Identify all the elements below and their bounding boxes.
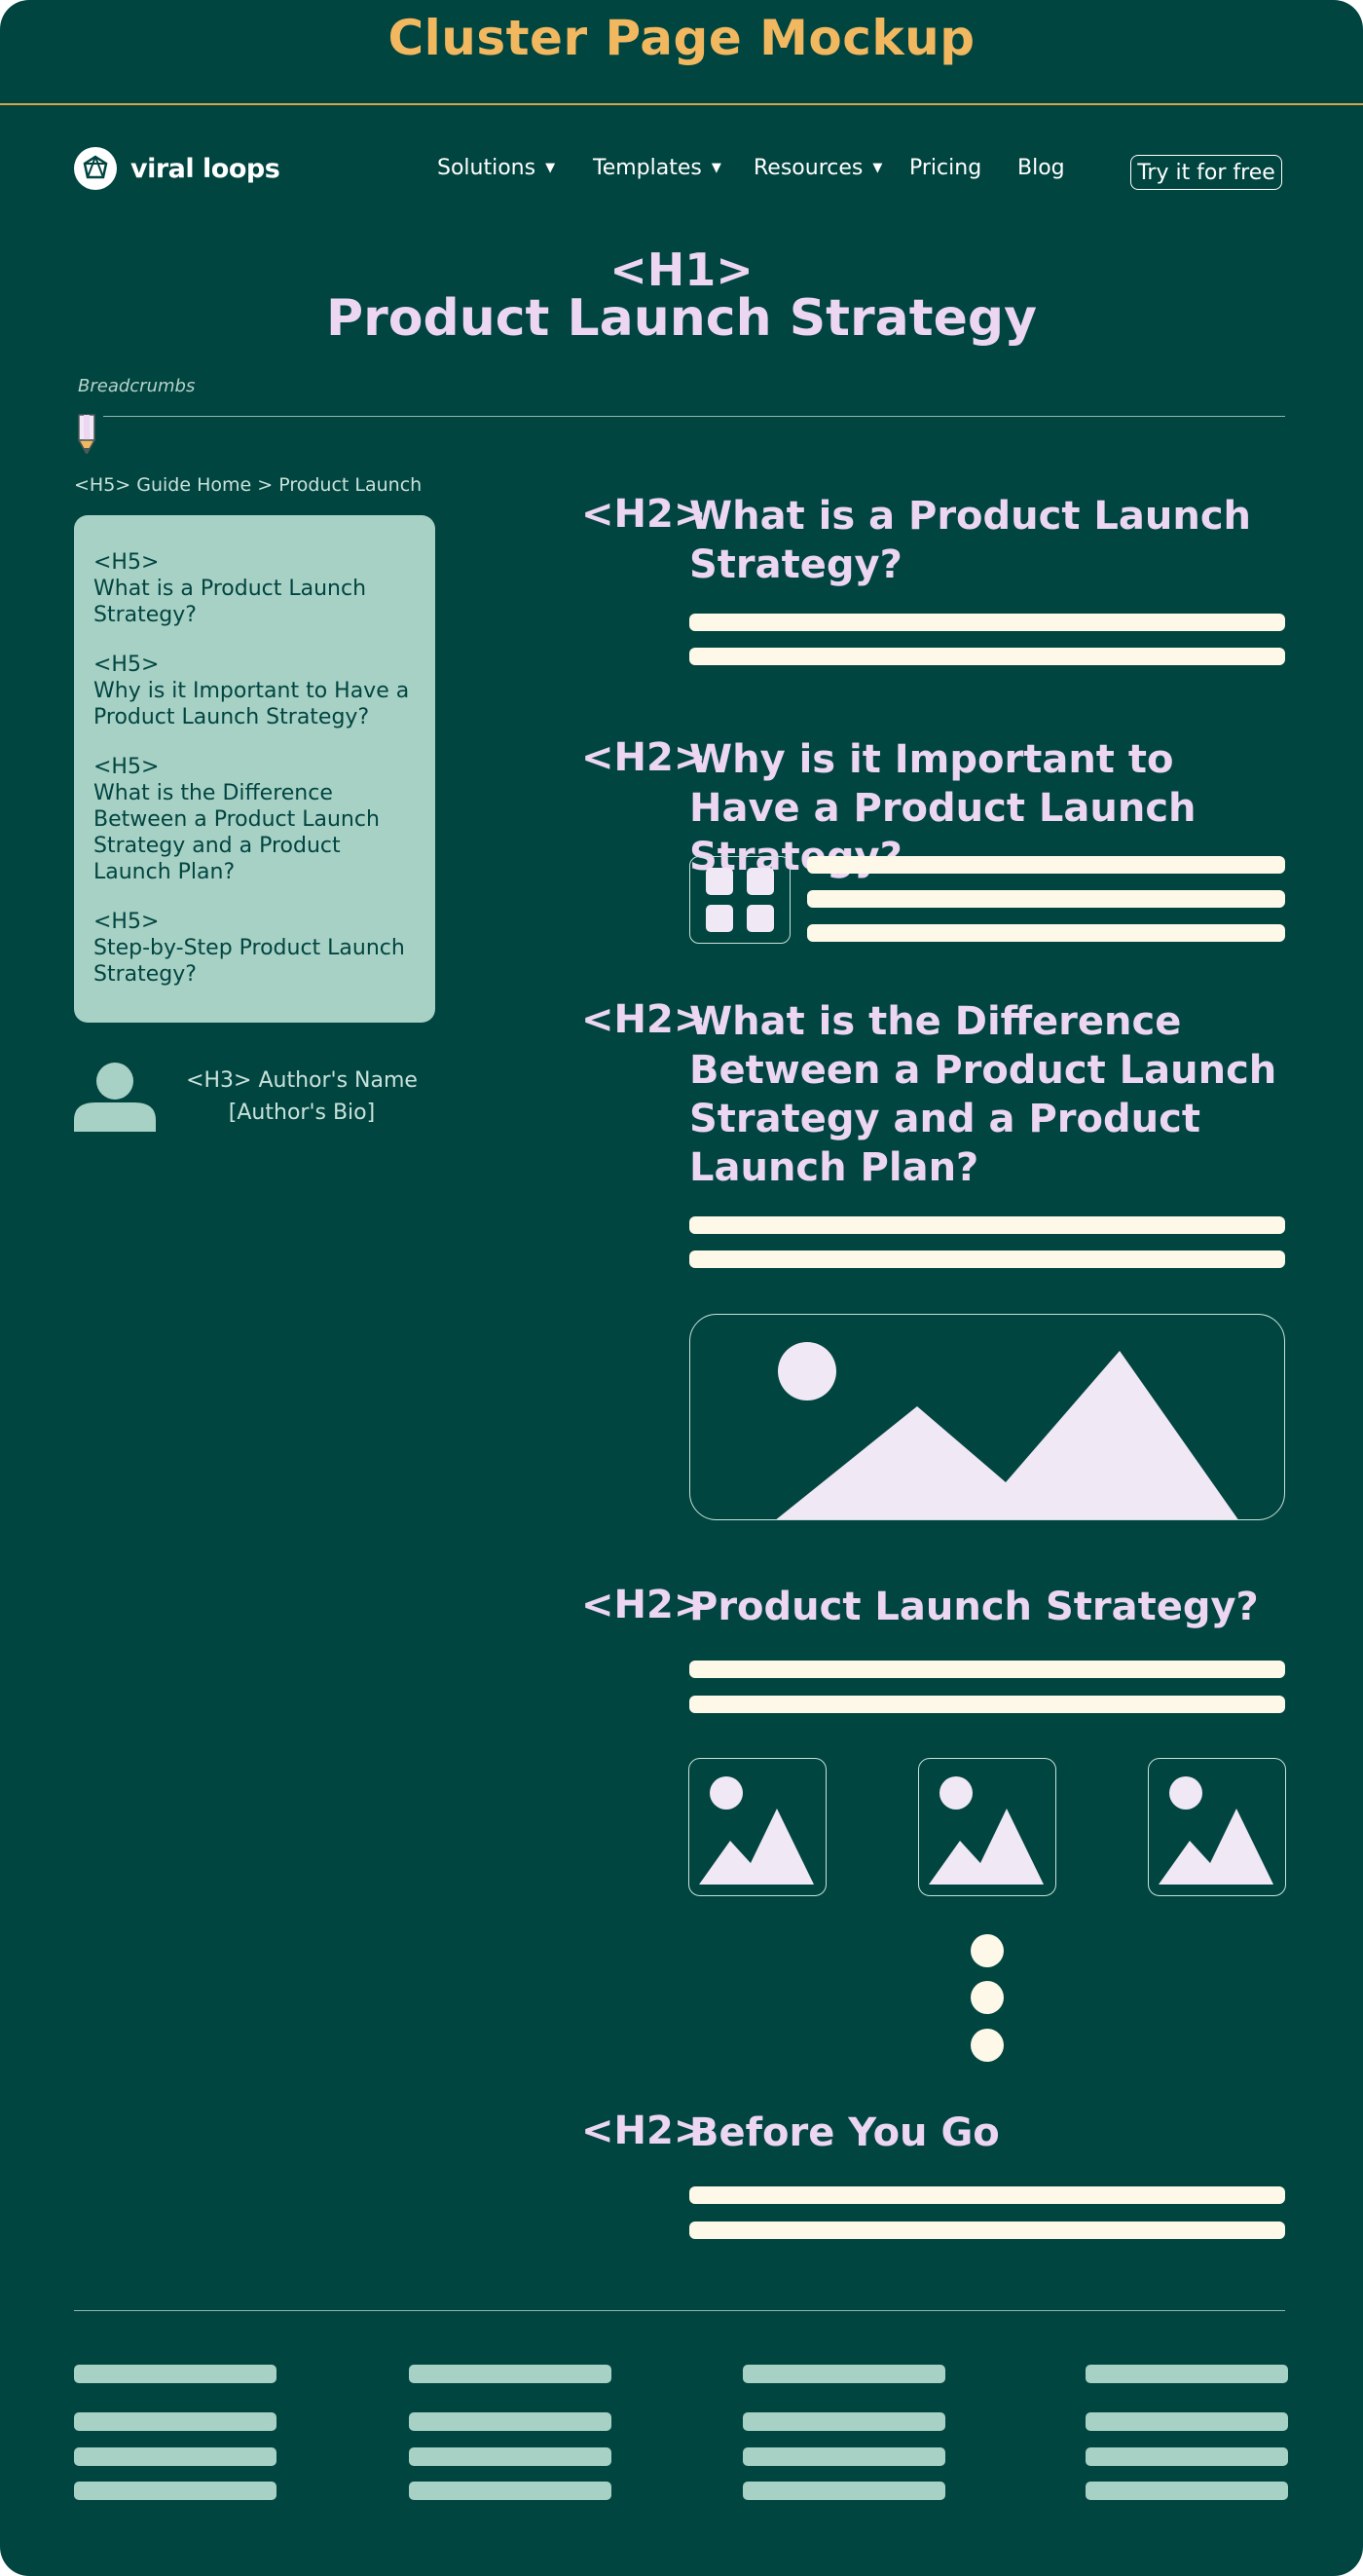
breadcrumb[interactable]: <H5> Guide Home > Product Launch [74,474,423,496]
text-placeholder [689,2186,1285,2204]
image-placeholder-icon [689,1314,1285,1520]
try-free-button[interactable]: Try it for free [1130,155,1282,190]
viral-loops-logo-icon [74,147,117,190]
toc-item-tag: <H5> [93,550,160,575]
section-heading: Before You Go [689,2110,1000,2155]
nav-label: Pricing [909,156,982,180]
h2-tag: <H2> [581,997,707,1042]
text-placeholder [689,2221,1285,2239]
text-placeholder [689,1216,1285,1234]
text-placeholder [807,890,1285,908]
image-placeholder-icon [918,1758,1056,1896]
section-heading: Product Launch Strategy? [689,1585,1259,1629]
footer-link-placeholder[interactable] [743,2412,945,2431]
author-bio: [Author's Bio] [228,1101,376,1125]
page-title: Product Launch Strategy [325,289,1037,348]
toc-item[interactable]: <H5> What is a Product Launch Strategy? [93,549,416,628]
grid-icon [689,856,791,944]
nav-label: Solutions [437,156,536,180]
toc-item[interactable]: <H5> Why is it Important to Have a Produ… [93,652,416,730]
text-placeholder [689,1696,1285,1713]
nav-label: Blog [1017,156,1065,180]
footer-link-placeholder[interactable] [409,2447,611,2466]
nav-blog[interactable]: Blog [1017,156,1065,180]
image-placeholder-icon [1148,1758,1286,1896]
nav-label: Templates [593,156,702,180]
breadcrumbs-label: Breadcrumbs [78,376,196,396]
nav-resources[interactable]: Resources ▼ [754,156,882,180]
table-of-contents: <H5> What is a Product Launch Strategy? … [74,515,435,1023]
footer-link-placeholder[interactable] [409,2482,611,2500]
toc-item[interactable]: <H5> Step-by-Step Product Launch Strateg… [93,909,416,988]
chevron-down-icon: ▼ [711,161,721,175]
h1-tag: <H1> [609,243,754,296]
logo[interactable]: viral loops [74,147,280,190]
toc-item-text: What is the Difference Between a Product… [93,781,380,884]
mockup-title: Cluster Page Mockup [387,10,976,66]
h2-tag: <H2> [581,2109,707,2153]
logo-text: viral loops [130,153,280,184]
toc-item-tag: <H5> [93,755,160,779]
toc-item[interactable]: <H5> What is the Difference Between a Pr… [93,754,416,885]
footer-link-placeholder[interactable] [409,2365,611,2383]
h2-tag: <H2> [581,492,707,537]
toc-item-text: What is a Product Launch Strategy? [93,577,367,627]
footer-link-placeholder[interactable] [74,2447,276,2466]
toc-item-text: Step-by-Step Product Launch Strategy? [93,936,405,987]
nav-solutions[interactable]: Solutions ▼ [437,156,555,180]
footer-link-placeholder[interactable] [1086,2482,1288,2500]
footer-link-placeholder[interactable] [409,2412,611,2431]
breadcrumbs-divider [103,416,1285,417]
text-placeholder [689,614,1285,631]
footer-link-placeholder[interactable] [74,2482,276,2500]
footer-link-placeholder[interactable] [743,2365,945,2383]
text-placeholder [807,924,1285,942]
h2-tag: <H2> [581,1583,707,1627]
footer-link-placeholder[interactable] [1086,2447,1288,2466]
footer-link-placeholder[interactable] [1086,2412,1288,2431]
pencil-icon [76,413,97,458]
text-placeholder [807,856,1285,874]
nav-pricing[interactable]: Pricing [909,156,981,180]
ellipsis-dot [971,2029,1004,2062]
nav-label: Resources [754,156,864,180]
footer-link-placeholder[interactable] [1086,2365,1288,2383]
chevron-down-icon: ▼ [545,161,556,175]
text-placeholder [689,1661,1285,1678]
title-divider [0,103,1363,105]
toc-item-tag: <H5> [93,653,160,677]
section-heading: What is the Difference Between a Product… [689,999,1277,1190]
chevron-down-icon: ▼ [872,161,883,175]
avatar-icon [74,1062,156,1136]
section-heading: What is a Product Launch Strategy? [689,494,1252,587]
footer-link-placeholder[interactable] [74,2412,276,2431]
ellipsis-dot [971,1934,1004,1967]
text-placeholder [689,648,1285,665]
footer-link-placeholder[interactable] [743,2447,945,2466]
footer-divider [74,2310,1285,2311]
image-placeholder-icon [688,1758,827,1896]
toc-item-tag: <H5> [93,910,160,934]
author-name: <H3> Author's Name [186,1068,418,1093]
h2-tag: <H2> [581,735,707,780]
ellipsis-dot [971,1981,1004,2014]
footer-link-placeholder[interactable] [74,2365,276,2383]
toc-item-text: Why is it Important to Have a Product La… [93,679,410,729]
section-heading: Why is it Important to Have a Product La… [689,737,1197,879]
footer-link-placeholder[interactable] [743,2482,945,2500]
text-placeholder [689,1251,1285,1268]
nav-templates[interactable]: Templates ▼ [593,156,721,180]
